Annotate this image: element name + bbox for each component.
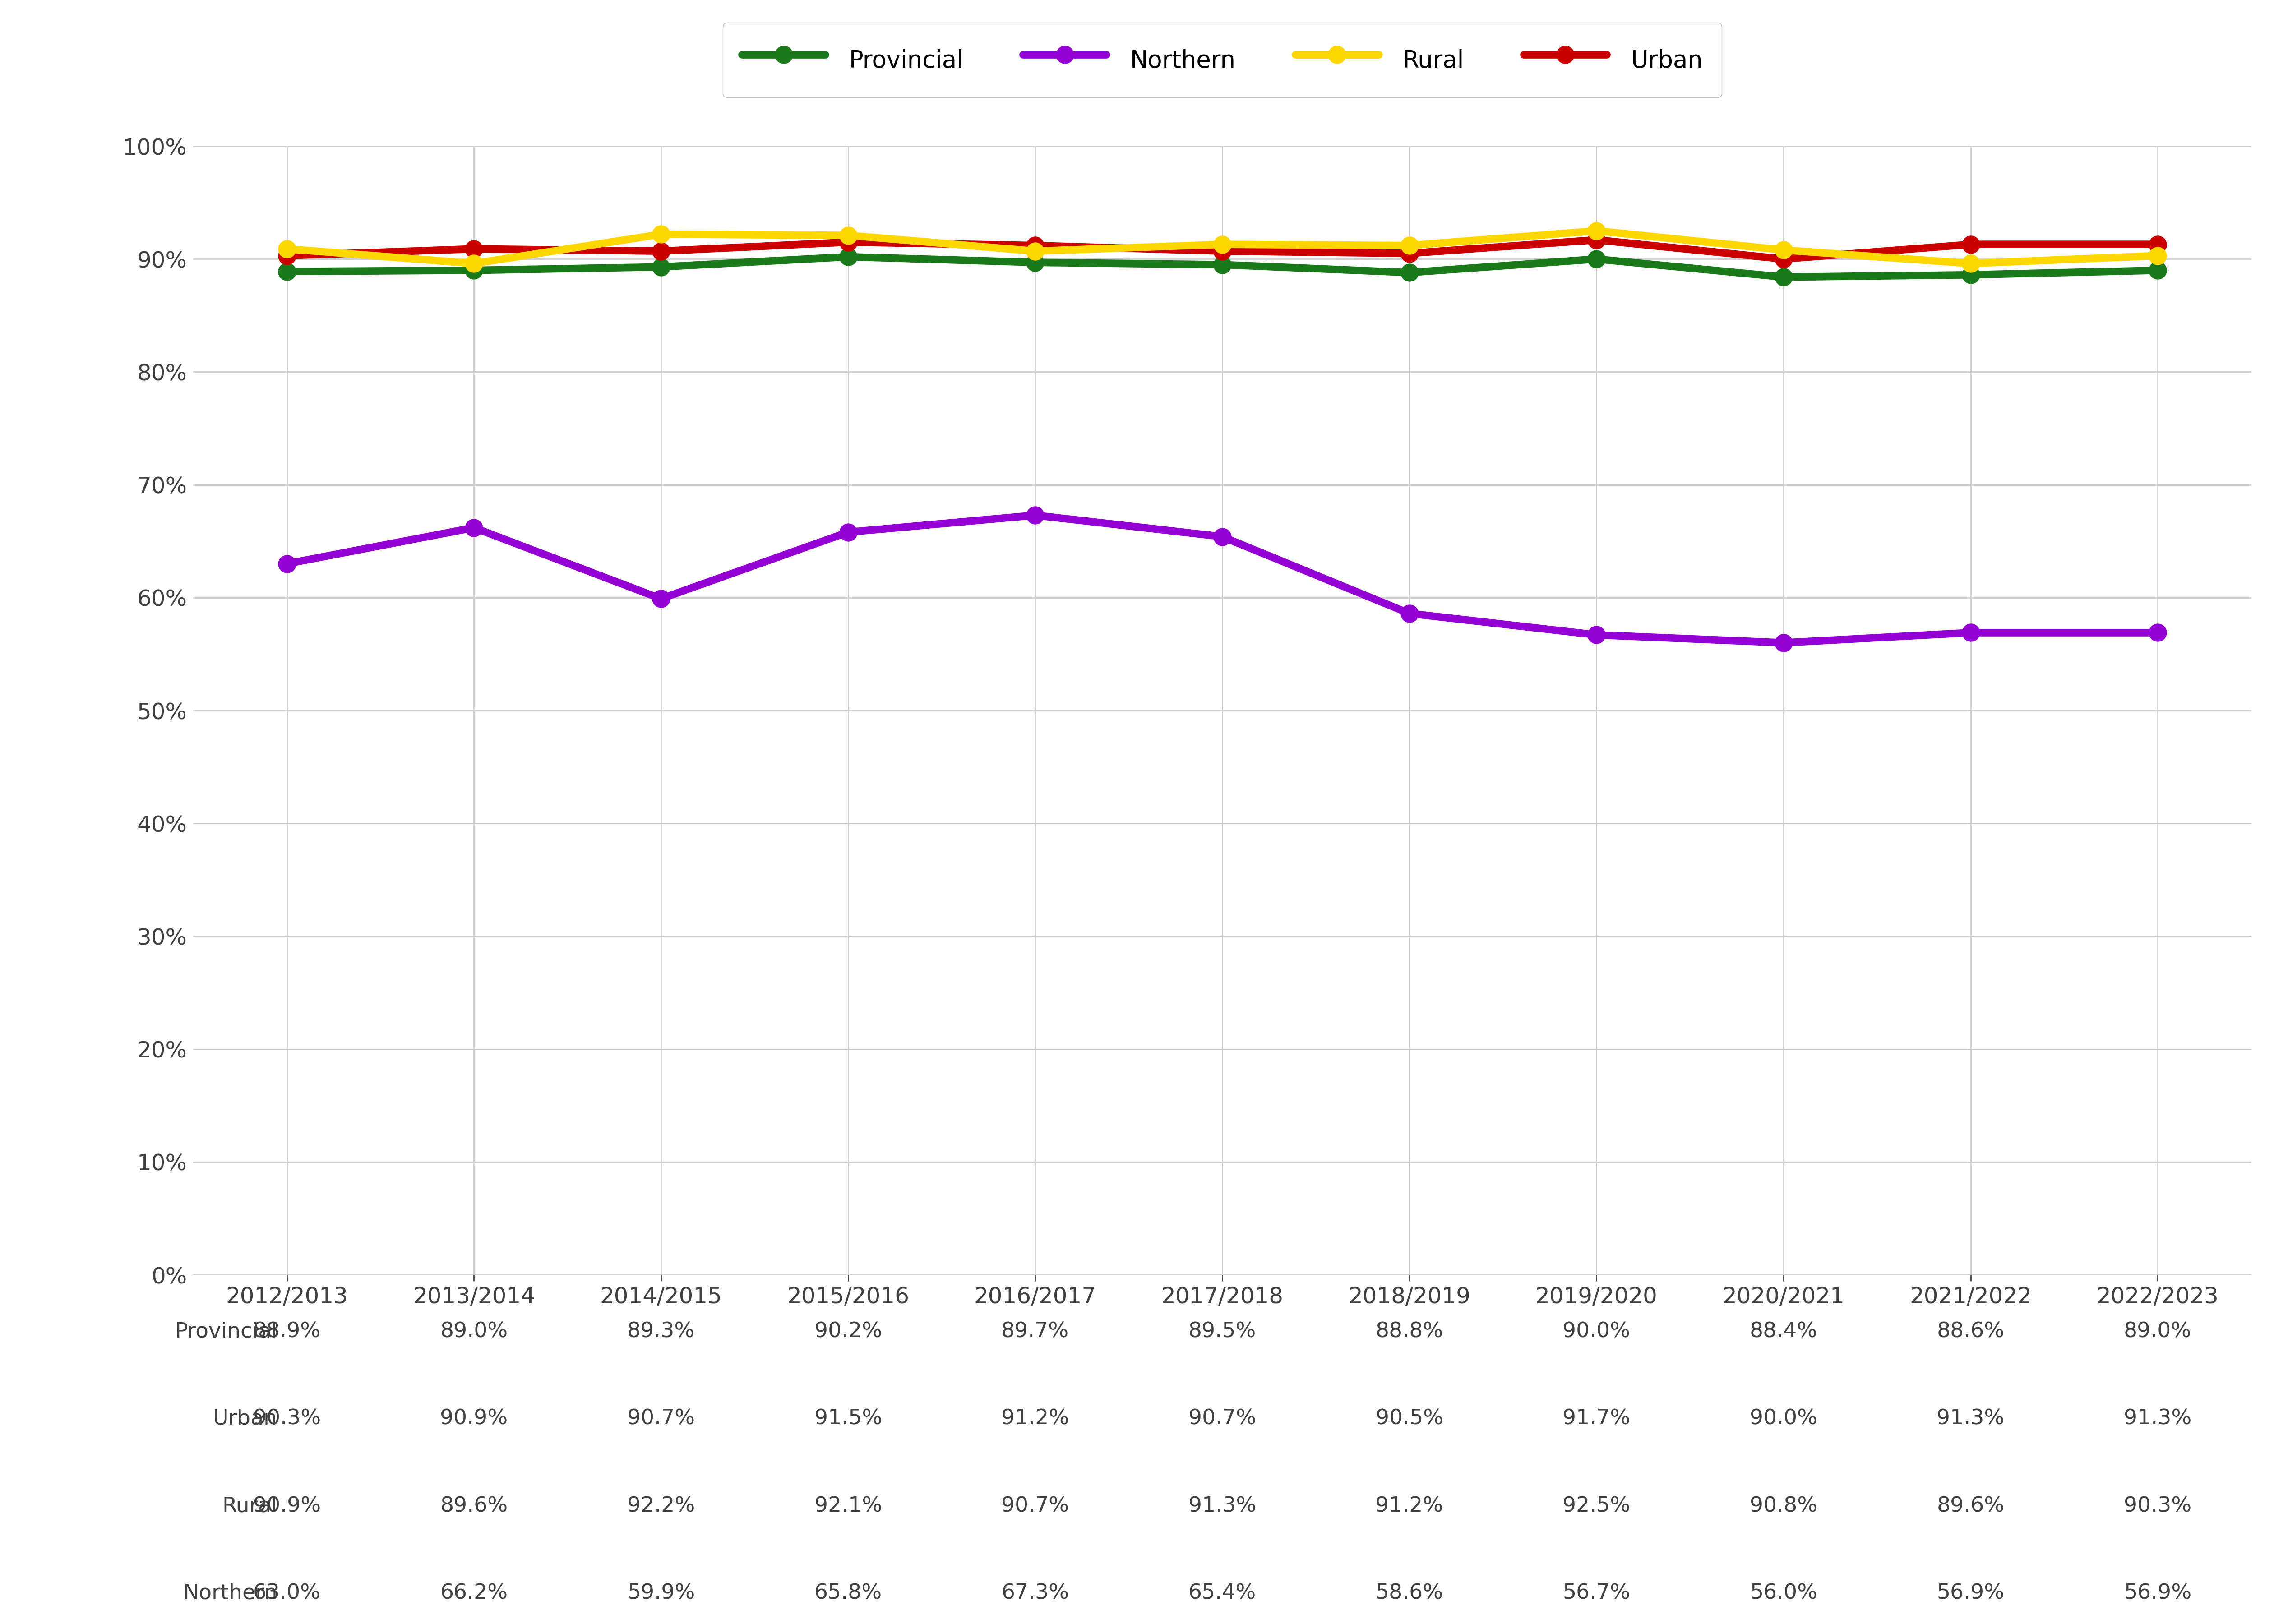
Text: 90.7%: 90.7% [628, 1408, 696, 1429]
Provincial [273, 261, 300, 281]
Text: Urban: Urban [214, 1408, 277, 1429]
Text: 91.3%: 91.3% [1937, 1408, 2006, 1429]
Text: 66.2%: 66.2% [441, 1583, 507, 1603]
Text: 63.0%: 63.0% [252, 1583, 321, 1603]
Rural [1210, 234, 1237, 253]
Provincial [1021, 253, 1048, 273]
Rural [459, 253, 487, 273]
Text: 56.7%: 56.7% [1562, 1583, 1630, 1603]
Text: Provincial: Provincial [175, 1322, 277, 1341]
Urban [273, 245, 300, 265]
Legend: Provincial, Northern, Rural, Urban: Provincial, Northern, Rural, Urban [723, 23, 1721, 97]
Urban [459, 239, 487, 258]
Urban [1021, 235, 1048, 255]
Text: 91.5%: 91.5% [814, 1408, 882, 1429]
Urban [2144, 234, 2172, 253]
Urban [1396, 244, 1424, 263]
Text: 88.6%: 88.6% [1937, 1322, 2003, 1341]
Rural [648, 224, 675, 244]
Text: 56.9%: 56.9% [2124, 1583, 2192, 1603]
Provincial [1958, 265, 1985, 284]
Text: 89.6%: 89.6% [1937, 1496, 2003, 1517]
Text: 91.7%: 91.7% [1562, 1408, 1630, 1429]
Provincial [1769, 268, 1796, 287]
Text: 65.8%: 65.8% [814, 1583, 882, 1603]
Line: Northern: Northern [277, 507, 2167, 651]
Text: 88.4%: 88.4% [1749, 1322, 1817, 1341]
Urban [1210, 242, 1237, 261]
Northern [1769, 633, 1796, 653]
Northern [1021, 505, 1048, 525]
Northern [1210, 526, 1237, 546]
Text: 90.0%: 90.0% [1562, 1322, 1630, 1341]
Northern [1396, 604, 1424, 624]
Rural [1021, 242, 1048, 261]
Text: 65.4%: 65.4% [1189, 1583, 1255, 1603]
Text: 90.3%: 90.3% [252, 1408, 321, 1429]
Northern [1583, 625, 1610, 645]
Line: Urban: Urban [277, 231, 2167, 268]
Text: 88.9%: 88.9% [252, 1322, 321, 1341]
Text: 59.9%: 59.9% [628, 1583, 696, 1603]
Text: 90.3%: 90.3% [2124, 1496, 2192, 1517]
Northern [835, 523, 862, 542]
Provincial [1210, 255, 1237, 274]
Text: 91.3%: 91.3% [2124, 1408, 2192, 1429]
Rural [1769, 240, 1796, 260]
Urban [648, 242, 675, 261]
Text: 89.6%: 89.6% [441, 1496, 507, 1517]
Northern [1958, 624, 1985, 643]
Text: 90.7%: 90.7% [1001, 1496, 1069, 1517]
Provincial [2144, 260, 2172, 279]
Text: 90.2%: 90.2% [814, 1322, 882, 1341]
Text: 89.0%: 89.0% [2124, 1322, 2192, 1341]
Northern [648, 590, 675, 609]
Provincial [1396, 263, 1424, 283]
Provincial [835, 247, 862, 266]
Line: Provincial: Provincial [277, 248, 2167, 286]
Text: 92.1%: 92.1% [814, 1496, 882, 1517]
Text: 89.7%: 89.7% [1001, 1322, 1069, 1341]
Text: Rural: Rural [223, 1496, 277, 1517]
Provincial [648, 257, 675, 276]
Rural [273, 239, 300, 258]
Text: 89.5%: 89.5% [1189, 1322, 1255, 1341]
Text: 91.3%: 91.3% [1189, 1496, 1255, 1517]
Text: 89.3%: 89.3% [628, 1322, 696, 1341]
Text: 56.9%: 56.9% [1937, 1583, 2003, 1603]
Text: 90.9%: 90.9% [441, 1408, 507, 1429]
Rural [2144, 245, 2172, 265]
Text: 89.0%: 89.0% [441, 1322, 507, 1341]
Urban [1769, 250, 1796, 270]
Text: 90.9%: 90.9% [252, 1496, 321, 1517]
Text: 91.2%: 91.2% [1001, 1408, 1069, 1429]
Line: Rural: Rural [277, 222, 2167, 273]
Northern [2144, 624, 2172, 643]
Northern [273, 554, 300, 573]
Text: 67.3%: 67.3% [1001, 1583, 1069, 1603]
Urban [1583, 231, 1610, 250]
Text: 92.5%: 92.5% [1562, 1496, 1630, 1517]
Urban [835, 232, 862, 252]
Text: 56.0%: 56.0% [1749, 1583, 1817, 1603]
Urban [1958, 234, 1985, 253]
Text: 90.5%: 90.5% [1376, 1408, 1444, 1429]
Text: 90.8%: 90.8% [1749, 1496, 1817, 1517]
Provincial [1583, 250, 1610, 270]
Text: 88.8%: 88.8% [1376, 1322, 1444, 1341]
Provincial [459, 260, 487, 279]
Northern [459, 518, 487, 538]
Text: 90.0%: 90.0% [1749, 1408, 1817, 1429]
Rural [1583, 221, 1610, 240]
Text: Northern: Northern [182, 1583, 277, 1603]
Rural [1958, 253, 1985, 273]
Rural [1396, 235, 1424, 255]
Text: 90.7%: 90.7% [1189, 1408, 1255, 1429]
Text: 58.6%: 58.6% [1376, 1583, 1444, 1603]
Rural [835, 226, 862, 245]
Text: 92.2%: 92.2% [628, 1496, 696, 1517]
Text: 91.2%: 91.2% [1376, 1496, 1444, 1517]
